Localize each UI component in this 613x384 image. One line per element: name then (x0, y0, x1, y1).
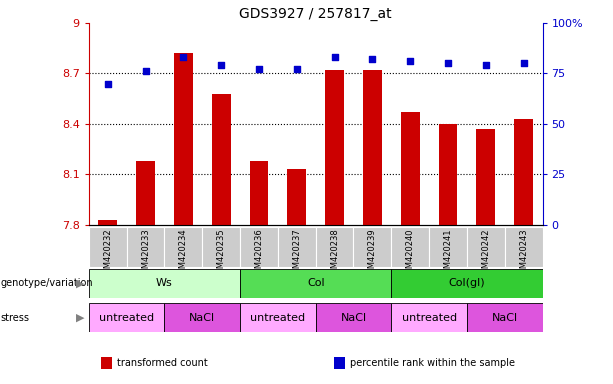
Bar (325, 70, 344, 225)
Bar (89, 303, 164, 332)
Text: GSM420238: GSM420238 (330, 228, 339, 279)
Text: GSM420233: GSM420233 (141, 228, 150, 279)
Point (367, 56, 377, 63)
Point (519, 60, 528, 66)
Bar (391, 227, 429, 267)
Bar (287, 169, 306, 225)
Text: GSM420242: GSM420242 (481, 228, 490, 279)
Point (443, 60, 453, 66)
Bar (240, 269, 391, 298)
Text: Col(gl): Col(gl) (449, 278, 485, 288)
Bar (429, 227, 467, 267)
Text: GSM420243: GSM420243 (519, 228, 528, 279)
Bar (476, 129, 495, 225)
Bar (467, 303, 543, 332)
Bar (391, 303, 467, 332)
Bar (240, 303, 316, 332)
Text: NaCl: NaCl (492, 313, 518, 323)
Text: Col: Col (307, 278, 324, 288)
Bar (127, 227, 164, 267)
Text: NaCl: NaCl (189, 313, 215, 323)
Text: ▶: ▶ (75, 313, 84, 323)
Point (254, 66, 264, 73)
Bar (504, 227, 543, 267)
Bar (89, 269, 240, 298)
Point (140, 68, 150, 74)
Bar (278, 227, 316, 267)
Text: transformed count: transformed count (117, 358, 208, 368)
Text: GSM420237: GSM420237 (292, 228, 302, 279)
Text: ▶: ▶ (75, 278, 84, 288)
Text: untreated: untreated (402, 313, 457, 323)
Point (481, 62, 491, 68)
Point (405, 58, 415, 65)
Bar (202, 227, 240, 267)
Bar (211, 94, 230, 225)
Text: untreated: untreated (250, 313, 305, 323)
Text: stress: stress (1, 313, 29, 323)
Point (330, 54, 340, 60)
Text: GSM420236: GSM420236 (254, 228, 264, 279)
Bar (401, 112, 420, 225)
Bar (174, 53, 193, 225)
Bar (136, 161, 155, 225)
Bar (354, 227, 391, 267)
Text: GSM420241: GSM420241 (443, 228, 452, 279)
Bar (316, 303, 391, 332)
Text: untreated: untreated (99, 313, 154, 323)
Point (178, 54, 188, 60)
Text: GSM420234: GSM420234 (179, 228, 188, 279)
Bar (164, 303, 240, 332)
Bar (240, 227, 278, 267)
Title: GDS3927 / 257817_at: GDS3927 / 257817_at (240, 7, 392, 21)
Point (292, 66, 302, 73)
Point (216, 62, 226, 68)
Bar (438, 124, 457, 225)
Text: GSM420235: GSM420235 (216, 228, 226, 279)
Bar (98, 220, 117, 225)
Text: GSM420239: GSM420239 (368, 228, 377, 279)
Text: GSM420240: GSM420240 (406, 228, 415, 279)
Bar (249, 161, 268, 225)
Text: GSM420232: GSM420232 (103, 228, 112, 279)
Bar (164, 227, 202, 267)
Text: Ws: Ws (156, 278, 173, 288)
Bar (467, 227, 504, 267)
Bar (89, 227, 127, 267)
Bar (316, 227, 354, 267)
Point (103, 81, 113, 87)
Bar (514, 119, 533, 225)
Bar (391, 269, 543, 298)
Text: genotype/variation: genotype/variation (1, 278, 93, 288)
Text: percentile rank within the sample: percentile rank within the sample (350, 358, 515, 368)
Bar (363, 70, 382, 225)
Text: NaCl: NaCl (340, 313, 367, 323)
